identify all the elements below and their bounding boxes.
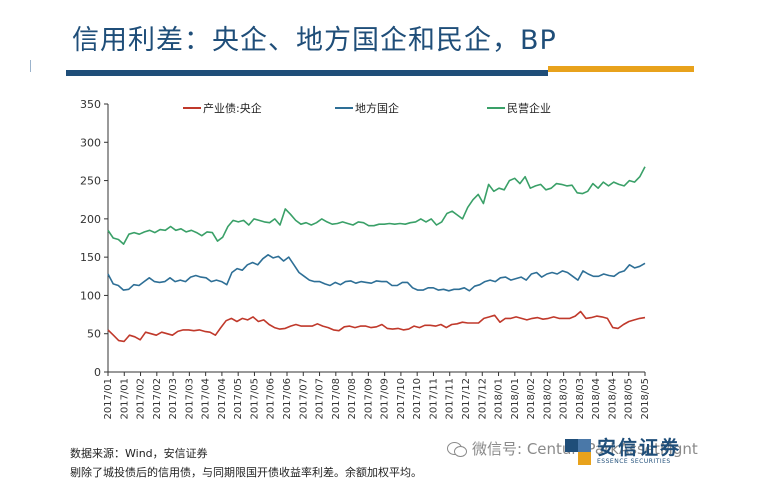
x-tick-label: 2018/03 — [575, 378, 586, 420]
x-tick-label: 2017/11 — [445, 378, 456, 420]
company-logo: 安信证券 ESSENCE SECURITIES — [565, 438, 681, 466]
x-tick-label: 2017/07 — [298, 378, 309, 420]
x-tick-label: 2017/10 — [396, 378, 407, 420]
footer-note: 剔除了城投债后的信用债，与同期限国开债收益率利差。余额加权平均。 — [70, 466, 422, 479]
x-tick-label: 2018/05 — [640, 378, 651, 420]
x-tick-label: 2017/07 — [315, 378, 326, 420]
title-rule-blue — [66, 70, 548, 76]
logo-mark-icon — [565, 439, 591, 465]
y-tick-label: 0 — [94, 366, 101, 379]
x-tick-label: 2017/06 — [282, 378, 293, 420]
x-tick-label: 2018/05 — [624, 378, 635, 420]
x-tick-label: 2017/05 — [233, 378, 244, 420]
x-tick-label: 2017/12 — [461, 378, 472, 420]
title-rule-gold — [548, 66, 694, 72]
x-tick-label: 2017/05 — [249, 378, 260, 420]
y-tick-label: 250 — [80, 175, 101, 188]
x-tick-label: 2018/04 — [607, 378, 618, 420]
x-tick-label: 2018/01 — [510, 378, 521, 420]
wechat-icon — [447, 441, 467, 457]
series-line-1 — [107, 310, 646, 343]
x-tick-label: 2017/04 — [217, 378, 228, 420]
y-tick-label: 200 — [80, 213, 101, 226]
x-tick-label: 2018/01 — [494, 378, 505, 420]
x-tick-label: 2017/08 — [347, 378, 358, 420]
x-tick-label: 2018/04 — [591, 378, 602, 420]
x-tick-label: 2017/11 — [428, 378, 439, 420]
x-tick-label: 2017/03 — [168, 378, 179, 420]
legend-label-2: 地方国企 — [355, 101, 399, 115]
edge-mark — [30, 60, 31, 72]
footer-source: 数据来源：Wind，安信证券 — [70, 447, 208, 460]
credit-spread-chart: 0 50 100 150 200 250 300 350 2017/01 2017/01 2017/… — [80, 98, 651, 420]
series-line-3 — [107, 166, 646, 245]
y-tick-label: 100 — [80, 289, 101, 302]
y-tick-label: 350 — [80, 98, 101, 111]
logo-cn: 安信证券 — [597, 437, 682, 459]
x-tick-label: 2018/03 — [559, 378, 570, 420]
y-tick-label: 300 — [80, 136, 101, 149]
x-tick-label: 2017/01 — [119, 378, 130, 420]
logo-en: ESSENCE SECURITIES — [597, 458, 671, 465]
x-tick-label: 2017/09 — [363, 378, 374, 420]
x-tick-label: 2017/10 — [412, 378, 423, 420]
legend-label-3: 民营企业 — [507, 101, 551, 115]
x-tick-label: 2018/02 — [526, 378, 537, 420]
x-tick-label: 2018/02 — [542, 378, 553, 420]
page-title: 信用利差：央企、地方国企和民企，BP — [72, 25, 557, 56]
y-tick-label: 50 — [87, 328, 101, 341]
legend-label-1: 产业债:央企 — [203, 101, 262, 115]
x-tick-label: 2017/04 — [201, 378, 212, 420]
x-tick-label: 2017/03 — [184, 378, 195, 420]
series-line-2 — [107, 254, 646, 292]
x-tick-label: 2017/08 — [331, 378, 342, 420]
x-tick-label: 2017/06 — [266, 378, 277, 420]
x-tick-label: 2017/02 — [136, 378, 147, 420]
x-tick-label: 2017/02 — [152, 378, 163, 420]
x-tick-label: 2017/12 — [477, 378, 488, 420]
x-tick-label: 2017/01 — [103, 378, 114, 420]
y-tick-label: 150 — [80, 251, 101, 264]
x-tick-label: 2017/09 — [380, 378, 391, 420]
